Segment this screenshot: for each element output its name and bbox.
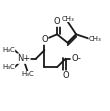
Text: CH₃: CH₃ (89, 36, 102, 42)
Text: H₃C: H₃C (2, 64, 15, 70)
Text: H₃C: H₃C (2, 47, 15, 53)
Text: CH₃: CH₃ (61, 16, 74, 22)
Text: H₃C: H₃C (21, 71, 34, 77)
Text: O: O (54, 17, 60, 26)
Text: O: O (62, 71, 69, 80)
Text: O-: O- (71, 54, 81, 63)
Text: N+: N+ (17, 54, 30, 63)
Text: O: O (41, 35, 48, 44)
